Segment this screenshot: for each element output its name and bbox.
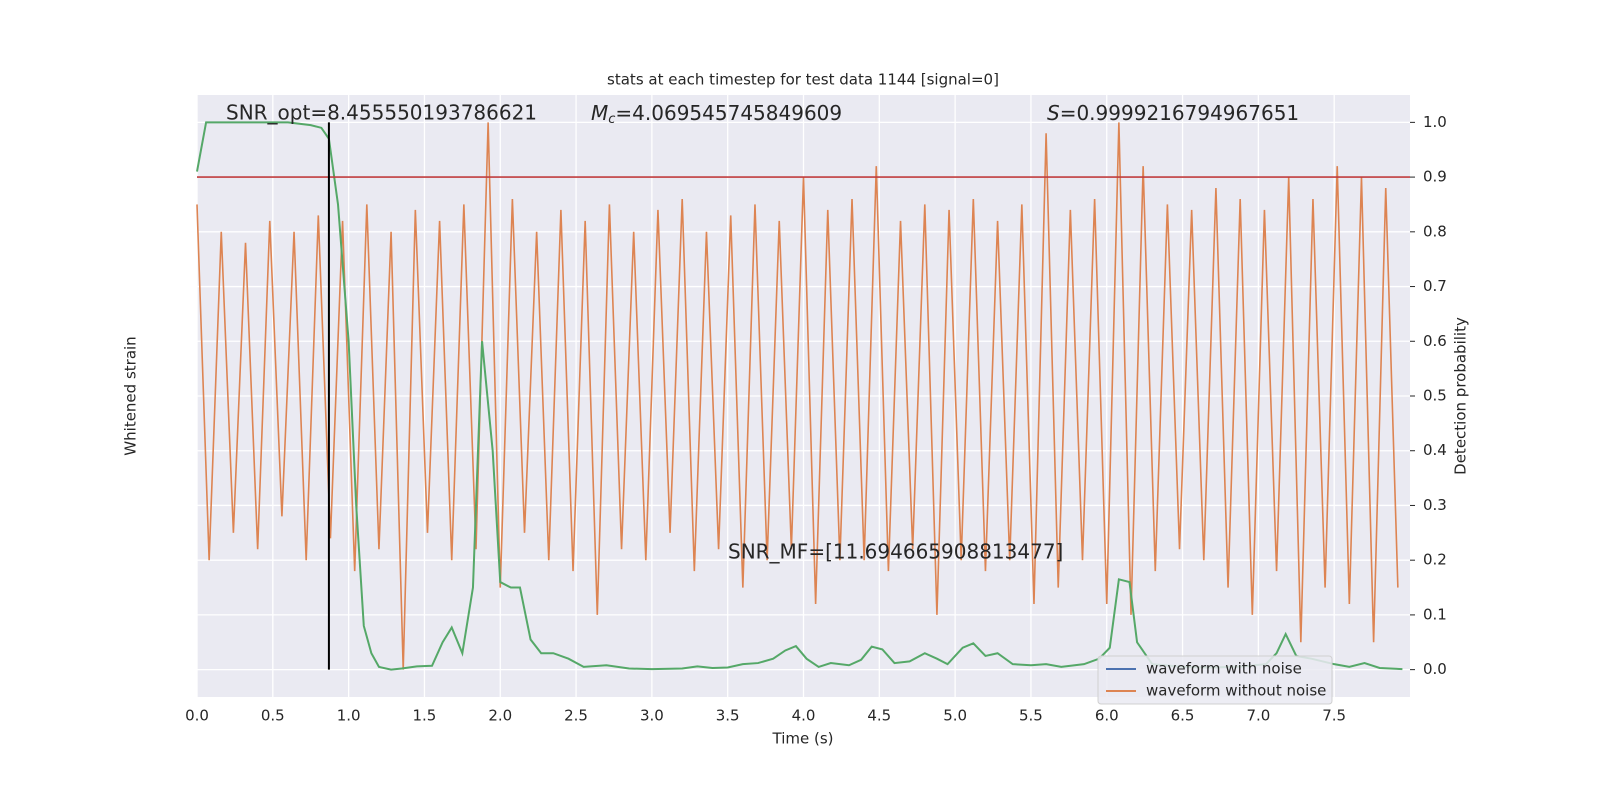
y2-tick-label: 0.1 — [1423, 605, 1447, 623]
x-tick-label: 6.0 — [1095, 707, 1119, 725]
y2-tick-label: 0.8 — [1423, 222, 1447, 240]
legend-label: waveform without noise — [1146, 682, 1326, 700]
series-line — [196, 121, 1403, 671]
annotation-text: =4.069545745849609 — [615, 101, 842, 125]
x-tick-label: 0.5 — [261, 707, 285, 725]
annotation-symbol: S — [1047, 101, 1060, 125]
y2-tick-label: 0.9 — [1423, 168, 1447, 186]
chart-title: stats at each timestep for test data 114… — [607, 71, 999, 89]
x-tick-label: 7.0 — [1246, 707, 1270, 725]
x-tick-label: 6.5 — [1171, 707, 1195, 725]
x-tick-label: 3.0 — [640, 707, 664, 725]
annotation: S=0.9999216794967651 — [1047, 101, 1299, 125]
legend-box — [1097, 655, 1333, 705]
x-tick-label: 5.5 — [1019, 707, 1043, 725]
x-tick-label: 2.0 — [488, 707, 512, 725]
x-tick-label: 2.5 — [564, 707, 588, 725]
series-line — [196, 122, 1399, 670]
annotation: SNR_opt=8.455550193786621 — [226, 101, 537, 125]
y2-tick-label: 0.6 — [1423, 332, 1447, 350]
y2-tick-label: 0.4 — [1423, 441, 1447, 459]
x-tick-label: 0.0 — [185, 707, 209, 725]
annotation-symbol: M — [591, 101, 608, 125]
legend: waveform with noise waveform without nois… — [1097, 655, 1333, 705]
annotation-text: =0.9999216794967651 — [1060, 101, 1299, 125]
y2-tick-label: 0.2 — [1423, 551, 1447, 569]
y2-axis-label: Detection probability — [1452, 317, 1470, 475]
x-tick-label: 3.5 — [716, 707, 740, 725]
x-tick-label: 5.0 — [943, 707, 967, 725]
y2-tick-label: 0.5 — [1423, 387, 1447, 405]
x-tick-label: 4.5 — [867, 707, 891, 725]
x-axis-label: Time (s) — [772, 730, 834, 748]
y2-tick-label: 0.0 — [1423, 660, 1447, 678]
x-tick-label: 7.5 — [1322, 707, 1346, 725]
y2-tick-label: 0.7 — [1423, 277, 1447, 295]
legend-label: waveform with noise — [1146, 660, 1302, 678]
x-tick-label: 1.0 — [337, 707, 361, 725]
annotation: Mc=4.069545745849609 — [591, 101, 842, 127]
annotation-sub: c — [608, 112, 615, 127]
x-tick-label: 4.0 — [792, 707, 816, 725]
x-tick-label: 1.5 — [413, 707, 437, 725]
y2-tick-label: 0.3 — [1423, 496, 1447, 514]
annotation: SNR_MF=[11.694665908813477] — [728, 540, 1063, 564]
y2-tick-label: 1.0 — [1423, 113, 1447, 131]
y-axis-label: Whitened strain — [122, 336, 140, 455]
marks — [196, 121, 1410, 671]
